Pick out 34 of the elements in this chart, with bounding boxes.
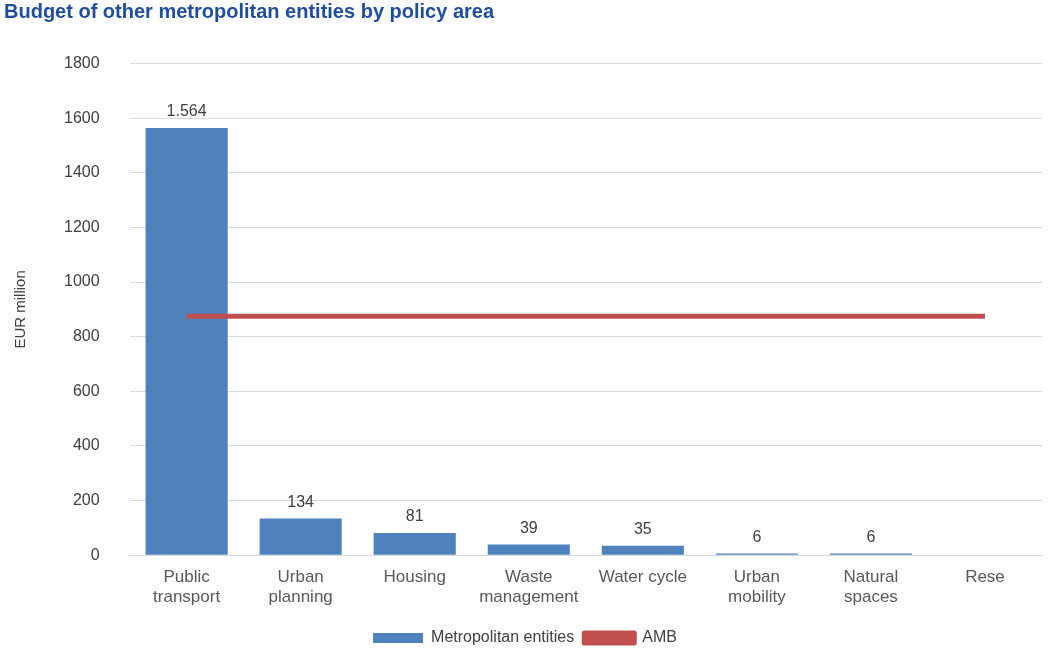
legend-label: Metropolitan entities <box>431 628 575 646</box>
y-tick-label: 400 <box>72 436 100 454</box>
bar <box>601 545 684 555</box>
legend-label: AMB <box>642 628 677 646</box>
y-tick-label: 1600 <box>64 108 100 126</box>
y-tick-label: 1400 <box>64 163 100 181</box>
data-label: 6 <box>866 527 876 545</box>
data-label: 35 <box>633 520 652 538</box>
y-tick-label: 1200 <box>64 217 100 235</box>
y-tick-label: 1000 <box>64 272 100 290</box>
x-tick-label: Housing <box>383 567 446 587</box>
y-tick-label: 1800 <box>64 54 100 72</box>
x-tick-label: Urban planning <box>268 567 333 607</box>
x-tick-label: Natural spaces <box>843 567 899 607</box>
y-tick-label: 200 <box>72 490 100 508</box>
y-tick-label: 800 <box>72 327 100 345</box>
data-label: 81 <box>405 507 424 525</box>
y-tick-label: 0 <box>90 545 100 563</box>
bar <box>373 533 456 555</box>
bar <box>145 128 228 555</box>
data-label: 39 <box>519 518 538 536</box>
bar <box>259 518 342 555</box>
bar <box>487 544 570 555</box>
x-tick-label: Waste management <box>479 567 579 607</box>
chart-title: Budget of other metropolitan entities by policy area <box>4 0 495 22</box>
x-tick-label: Water cycle <box>598 567 687 587</box>
data-label: 6 <box>752 527 762 545</box>
data-label: 134 <box>287 493 315 511</box>
y-tick-label: 600 <box>72 381 100 399</box>
y-axis-title: EUR million <box>11 270 29 349</box>
x-tick-label: Public transport <box>153 567 221 607</box>
x-tick-label: Urban mobility <box>728 567 787 607</box>
data-label: 1.564 <box>166 102 207 120</box>
x-tick-label: Rese <box>965 567 1005 587</box>
